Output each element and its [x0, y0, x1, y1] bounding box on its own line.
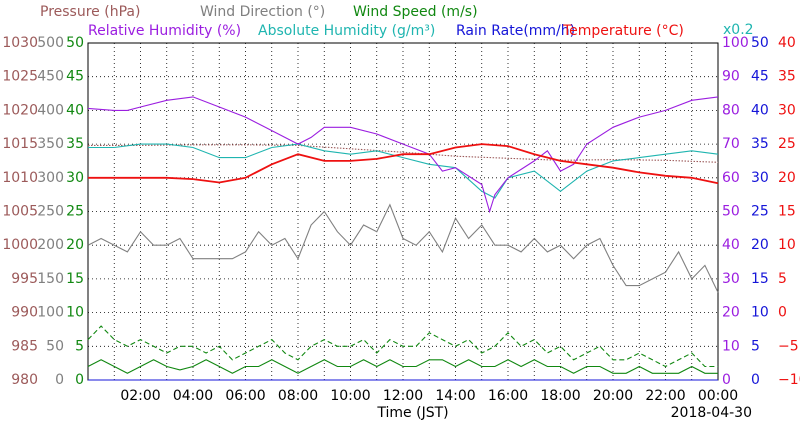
y-tick-label: 5: [75, 338, 84, 354]
y-tick-label: 1000: [2, 237, 38, 253]
axis-title: Relative Humidity (%): [88, 23, 241, 39]
y-tick-label: 20: [66, 237, 84, 253]
y-tick-label: 40: [778, 35, 796, 51]
y-tick-label: 80: [722, 102, 740, 118]
x-tick-label: 12:00: [383, 388, 423, 404]
axis-title: Wind Direction (°): [200, 4, 325, 20]
y-tick-label: 10: [751, 305, 769, 321]
y-tick-label: 0: [751, 372, 760, 388]
y-tick-label: 5: [751, 338, 760, 354]
y-tick-label: 400: [37, 102, 64, 118]
y-tick-label: −10: [778, 372, 800, 388]
y-tick-label: 1010: [2, 170, 38, 186]
y-tick-label: 250: [37, 204, 64, 220]
series-line: [87, 203, 719, 293]
y-tick-label: 40: [722, 237, 740, 253]
y-tick-label: 30: [751, 170, 769, 186]
y-tick-label: 100: [722, 35, 749, 51]
y-tick-label: 70: [722, 136, 740, 152]
y-tick-label: 5: [778, 271, 787, 287]
y-tick-label: 40: [66, 102, 84, 118]
y-tick-label: 990: [11, 305, 38, 321]
y-tick-label: 35: [66, 136, 84, 152]
series-line: [87, 325, 718, 368]
y-tick-label: 10: [722, 338, 740, 354]
y-tick-label: 300: [37, 170, 64, 186]
y-tick-label: 1020: [2, 102, 38, 118]
y-tick-label: 100: [37, 305, 64, 321]
date-label: 2018-04-30: [671, 405, 752, 421]
y-tick-label: 995: [11, 271, 38, 287]
x-axis-label: Time (JST): [376, 405, 448, 421]
series-line: [87, 359, 718, 374]
series-line: [87, 96, 719, 214]
series-line: [88, 143, 719, 199]
y-tick-label: 15: [66, 271, 84, 287]
axis-title: Wind Speed (m/s): [353, 4, 478, 20]
y-tick-label: 980: [11, 372, 38, 388]
y-tick-label: 0: [722, 372, 731, 388]
y-tick-label: 30: [66, 170, 84, 186]
y-tick-label: 1025: [2, 69, 38, 85]
y-tick-label: 50: [66, 35, 84, 51]
y-tick-label: 45: [751, 69, 769, 85]
x-tick-label: 02:00: [120, 388, 160, 404]
y-tick-label: 0: [778, 305, 787, 321]
y-tick-label: 200: [37, 237, 64, 253]
axis-title: Temperature (°C): [562, 23, 684, 39]
y-tick-label: 0: [75, 372, 84, 388]
y-tick-label: 35: [778, 69, 796, 85]
y-tick-label: 90: [722, 69, 740, 85]
x-tick-label: 20:00: [593, 388, 633, 404]
y-tick-label: 450: [37, 69, 64, 85]
axis-title: Pressure (hPa): [40, 4, 140, 20]
y-tick-label: 35: [751, 136, 769, 152]
y-tick-label: 350: [37, 136, 64, 152]
y-tick-label: 15: [778, 204, 796, 220]
y-tick-label: 20: [722, 305, 740, 321]
x-tick-label: 00:00: [698, 388, 738, 404]
y-tick-label: 30: [778, 102, 796, 118]
axis-title: Absolute Humidity (g/m³): [258, 23, 435, 39]
x-tick-label: 08:00: [278, 388, 318, 404]
y-tick-label: 10: [778, 237, 796, 253]
y-tick-label: 50: [722, 204, 740, 220]
y-tick-label: 985: [11, 338, 38, 354]
x-tick-label: 04:00: [173, 388, 213, 404]
y-tick-label: 500: [37, 35, 64, 51]
series-line: [88, 143, 719, 185]
y-tick-label: 30: [722, 271, 740, 287]
x-tick-label: 06:00: [225, 388, 265, 404]
y-tick-label: 50: [751, 35, 769, 51]
y-tick-label: 1030: [2, 35, 38, 51]
y-tick-label: 25: [66, 204, 84, 220]
y-tick-label: 25: [751, 204, 769, 220]
x-tick-label: 16:00: [488, 388, 528, 404]
y-tick-label: −5: [778, 338, 799, 354]
series-line: [88, 144, 719, 163]
y-tick-label: 45: [66, 69, 84, 85]
axis-title: Rain Rate(mm/h): [456, 23, 575, 39]
y-tick-label: 60: [722, 170, 740, 186]
y-tick-label: 50: [46, 338, 64, 354]
y-tick-label: 20: [751, 237, 769, 253]
y-tick-label: 20: [778, 170, 796, 186]
y-tick-label: 25: [778, 136, 796, 152]
x-tick-label: 10:00: [330, 388, 370, 404]
x-tick-label: 18:00: [540, 388, 580, 404]
y-tick-label: 15: [751, 271, 769, 287]
y-tick-label: 40: [751, 102, 769, 118]
y-tick-label: 150: [37, 271, 64, 287]
y-tick-label: 1015: [2, 136, 38, 152]
y-tick-label: 10: [66, 305, 84, 321]
x-tick-label: 22:00: [645, 388, 685, 404]
y-tick-label: 0: [55, 372, 64, 388]
x-tick-label: 14:00: [435, 388, 475, 404]
y-tick-label: 1005: [2, 204, 38, 220]
scale-note: x0.2: [723, 22, 754, 38]
